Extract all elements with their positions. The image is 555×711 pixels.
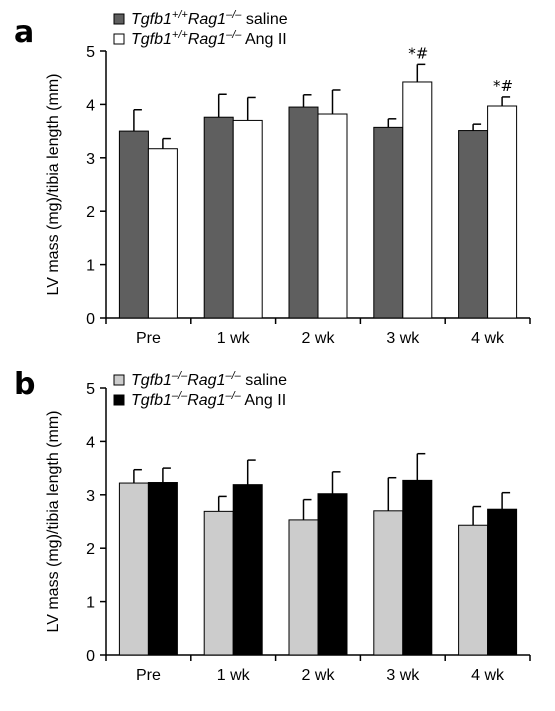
legend-gene: Tgfb1 xyxy=(131,392,172,409)
x-tick-label: 4 wk xyxy=(471,330,505,347)
y-tick-label: 2 xyxy=(86,204,95,221)
y-tick-label: 4 xyxy=(86,434,95,451)
y-tick-label: 1 xyxy=(86,595,95,612)
bar xyxy=(487,105,518,319)
bar xyxy=(232,119,263,319)
x-tick-label: 3 wk xyxy=(386,330,420,347)
legend-gene2: Rag1 xyxy=(187,392,225,409)
legend-genotype-sup: –/– xyxy=(225,9,242,21)
legend-label: Tgfb1+/+Rag1–/– saline xyxy=(131,9,288,28)
bar xyxy=(147,148,178,319)
bar xyxy=(487,508,518,656)
y-tick-label: 3 xyxy=(86,151,95,168)
bar xyxy=(147,482,178,656)
legend-label: Tgfb1–/–Rag1–/– Ang II xyxy=(131,390,286,409)
y-axis-label: LV mass (mg)/tibia length (mm) xyxy=(45,74,62,296)
legend-gene: Tgfb1 xyxy=(131,31,172,48)
legend-swatch xyxy=(113,374,125,386)
legend-treatment: saline xyxy=(241,372,287,389)
bar xyxy=(402,81,433,319)
x-tick-label: Pre xyxy=(136,667,161,684)
legend-label: Tgfb1+/+Rag1–/– Ang II xyxy=(131,29,287,48)
bar xyxy=(203,510,234,656)
x-tick-label: 4 wk xyxy=(471,667,505,684)
bar xyxy=(288,106,319,319)
y-tick-label: 0 xyxy=(86,311,95,328)
y-tick-label: 2 xyxy=(86,541,95,558)
bar xyxy=(203,116,234,319)
bar xyxy=(458,130,489,319)
bar xyxy=(118,130,149,319)
y-tick-label: 3 xyxy=(86,488,95,505)
significance-label: *# xyxy=(493,77,513,95)
bar xyxy=(373,126,404,319)
y-tick-label: 5 xyxy=(86,44,95,61)
legend-genotype-sup: +/+ xyxy=(172,9,188,21)
legend-genotype-sup: –/– xyxy=(171,390,188,402)
legend-treatment: Ang II xyxy=(241,31,286,48)
x-tick-label: 2 wk xyxy=(302,330,336,347)
x-tick-label: 1 wk xyxy=(217,330,251,347)
bar xyxy=(458,524,489,656)
x-tick-label: 1 wk xyxy=(217,667,251,684)
legend-gene: Tgfb1 xyxy=(131,11,172,28)
bar xyxy=(232,484,263,656)
legend-swatch xyxy=(113,33,125,45)
y-tick-label: 0 xyxy=(86,648,95,665)
bar xyxy=(118,482,149,656)
legend-gene: Tgfb1 xyxy=(131,372,172,389)
legend-genotype-sup: –/– xyxy=(225,29,242,41)
legend-treatment: Ang II xyxy=(241,392,286,409)
bar xyxy=(373,510,404,656)
legend-gene2: Rag1 xyxy=(188,31,226,48)
legend-genotype-sup: +/+ xyxy=(172,29,188,41)
y-tick-label: 5 xyxy=(86,381,95,398)
bar xyxy=(317,493,348,656)
y-tick-label: 1 xyxy=(86,258,95,275)
bar xyxy=(288,519,319,656)
bar xyxy=(402,479,433,656)
x-tick-label: 2 wk xyxy=(302,667,336,684)
legend-swatch xyxy=(113,394,125,406)
legend-label: Tgfb1–/–Rag1–/– saline xyxy=(131,370,287,389)
y-axis-label: LV mass (mg)/tibia length (mm) xyxy=(45,411,62,633)
x-tick-label: 3 wk xyxy=(386,667,420,684)
legend-genotype-sup: –/– xyxy=(224,390,241,402)
bar xyxy=(317,113,348,319)
legend-treatment: saline xyxy=(241,11,287,28)
legend-swatch xyxy=(113,13,125,25)
panel-letter: a xyxy=(14,15,34,50)
panel-letter: b xyxy=(14,367,35,402)
x-tick-label: Pre xyxy=(136,330,161,347)
legend-genotype-sup: –/– xyxy=(224,370,241,382)
legend-gene2: Rag1 xyxy=(187,372,225,389)
significance-label: *# xyxy=(408,44,428,62)
legend-gene2: Rag1 xyxy=(188,11,226,28)
legend-genotype-sup: –/– xyxy=(171,370,188,382)
y-tick-label: 4 xyxy=(86,97,95,114)
